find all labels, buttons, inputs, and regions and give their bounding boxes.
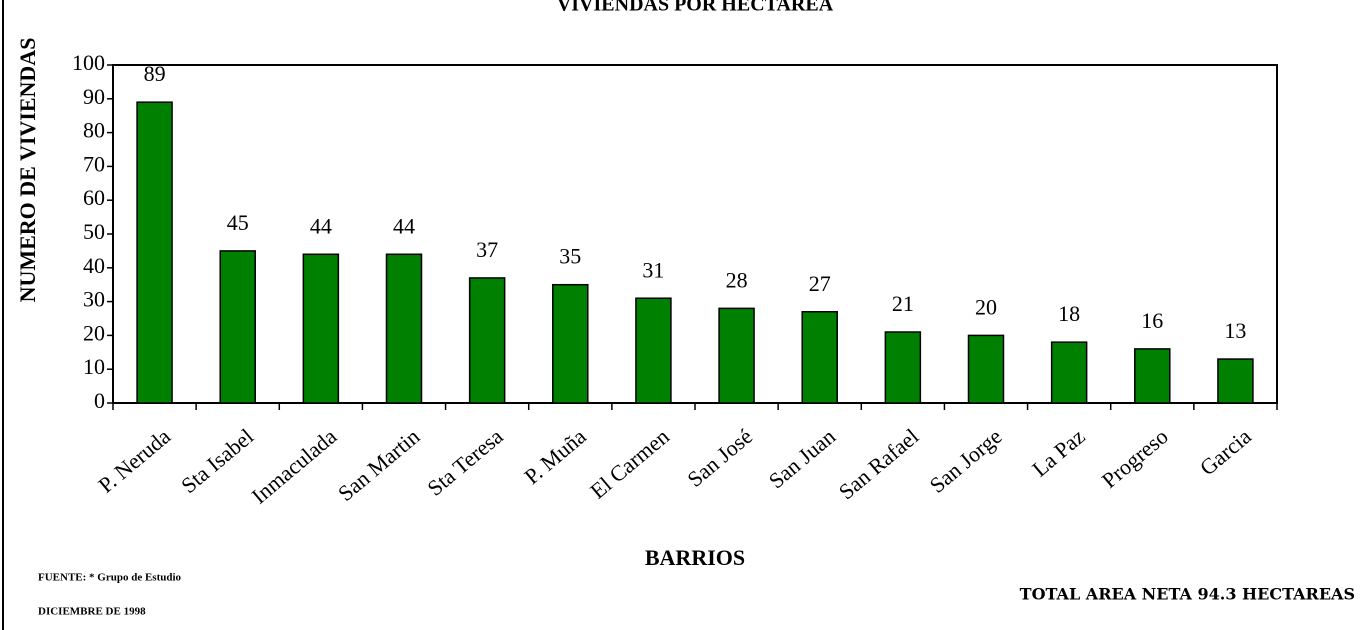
bar: [967, 334, 1005, 404]
bar: [1134, 348, 1171, 404]
data-label: 45: [227, 210, 249, 235]
x-tick-label: Garcia: [1195, 423, 1256, 480]
y-tick-label: 40: [83, 253, 105, 278]
x-tick-label: San Juan: [764, 424, 840, 494]
data-label: 44: [393, 213, 415, 238]
y-tick-label: 20: [83, 320, 105, 345]
source-note: FUENTE: * Grupo de Estudio: [38, 572, 182, 584]
bar: [552, 283, 589, 404]
bar: [302, 253, 340, 404]
data-label: 35: [559, 244, 581, 269]
data-label: 18: [1058, 301, 1080, 326]
data-label: 44: [310, 213, 332, 238]
x-tick-label: P. Muña: [519, 423, 590, 489]
bar: [136, 101, 173, 404]
x-axis-label: BARRIOS: [645, 545, 745, 570]
y-tick-label: 70: [83, 151, 105, 176]
data-label: 31: [642, 257, 664, 282]
y-tick-label: 30: [83, 287, 105, 312]
area-note: TOTAL AREA NETA 94.3 HECTAREAS: [1020, 585, 1355, 604]
y-tick-label: 90: [83, 84, 105, 109]
data-label: 16: [1141, 308, 1163, 333]
bar: [635, 297, 672, 404]
y-tick-label: 60: [83, 185, 105, 210]
bar: [801, 310, 838, 404]
bar: [468, 277, 506, 404]
bar: [219, 250, 256, 404]
data-label: 27: [809, 271, 831, 296]
x-tick-label: San Jorge: [925, 424, 1007, 498]
bar: [718, 307, 755, 404]
data-label: 13: [1224, 318, 1246, 343]
plot-area: [112, 64, 1278, 404]
x-tick-label: Sta Teresa: [422, 423, 507, 500]
x-tick-label: El Carmen: [585, 424, 674, 504]
data-label: 21: [892, 291, 914, 316]
x-tick-label: Inmaculada: [247, 423, 342, 508]
y-tick-label: 10: [83, 354, 105, 379]
bar: [1217, 358, 1254, 404]
x-tick-label: Sta Isabel: [176, 424, 258, 499]
y-axis-label: NUMERO DE VIVIENDAS: [15, 38, 40, 303]
x-tick-label: P. Neruda: [93, 423, 175, 497]
date-note: DICIEMBRE DE 1998: [38, 606, 146, 618]
x-tick-label: Progreso: [1097, 424, 1173, 493]
x-tick-label: San Martin: [333, 424, 424, 506]
data-label: 89: [144, 61, 166, 86]
data-label: 37: [476, 237, 498, 262]
y-tick-label: 50: [83, 219, 105, 244]
data-label: 28: [726, 267, 748, 292]
x-tick-label: San Rafael: [834, 424, 924, 505]
bar: [385, 253, 423, 404]
y-tick-label: 0: [94, 388, 105, 413]
y-tick-label: 80: [83, 118, 105, 143]
x-tick-label: La Paz: [1027, 423, 1090, 481]
x-tick-label: San José: [682, 424, 757, 492]
data-label: 20: [975, 294, 997, 319]
bar: [884, 331, 922, 404]
y-tick-label: 100: [72, 50, 105, 75]
bar: [1050, 341, 1088, 404]
chart-title: VIVIENDAS POR HECTAREA: [557, 0, 834, 16]
